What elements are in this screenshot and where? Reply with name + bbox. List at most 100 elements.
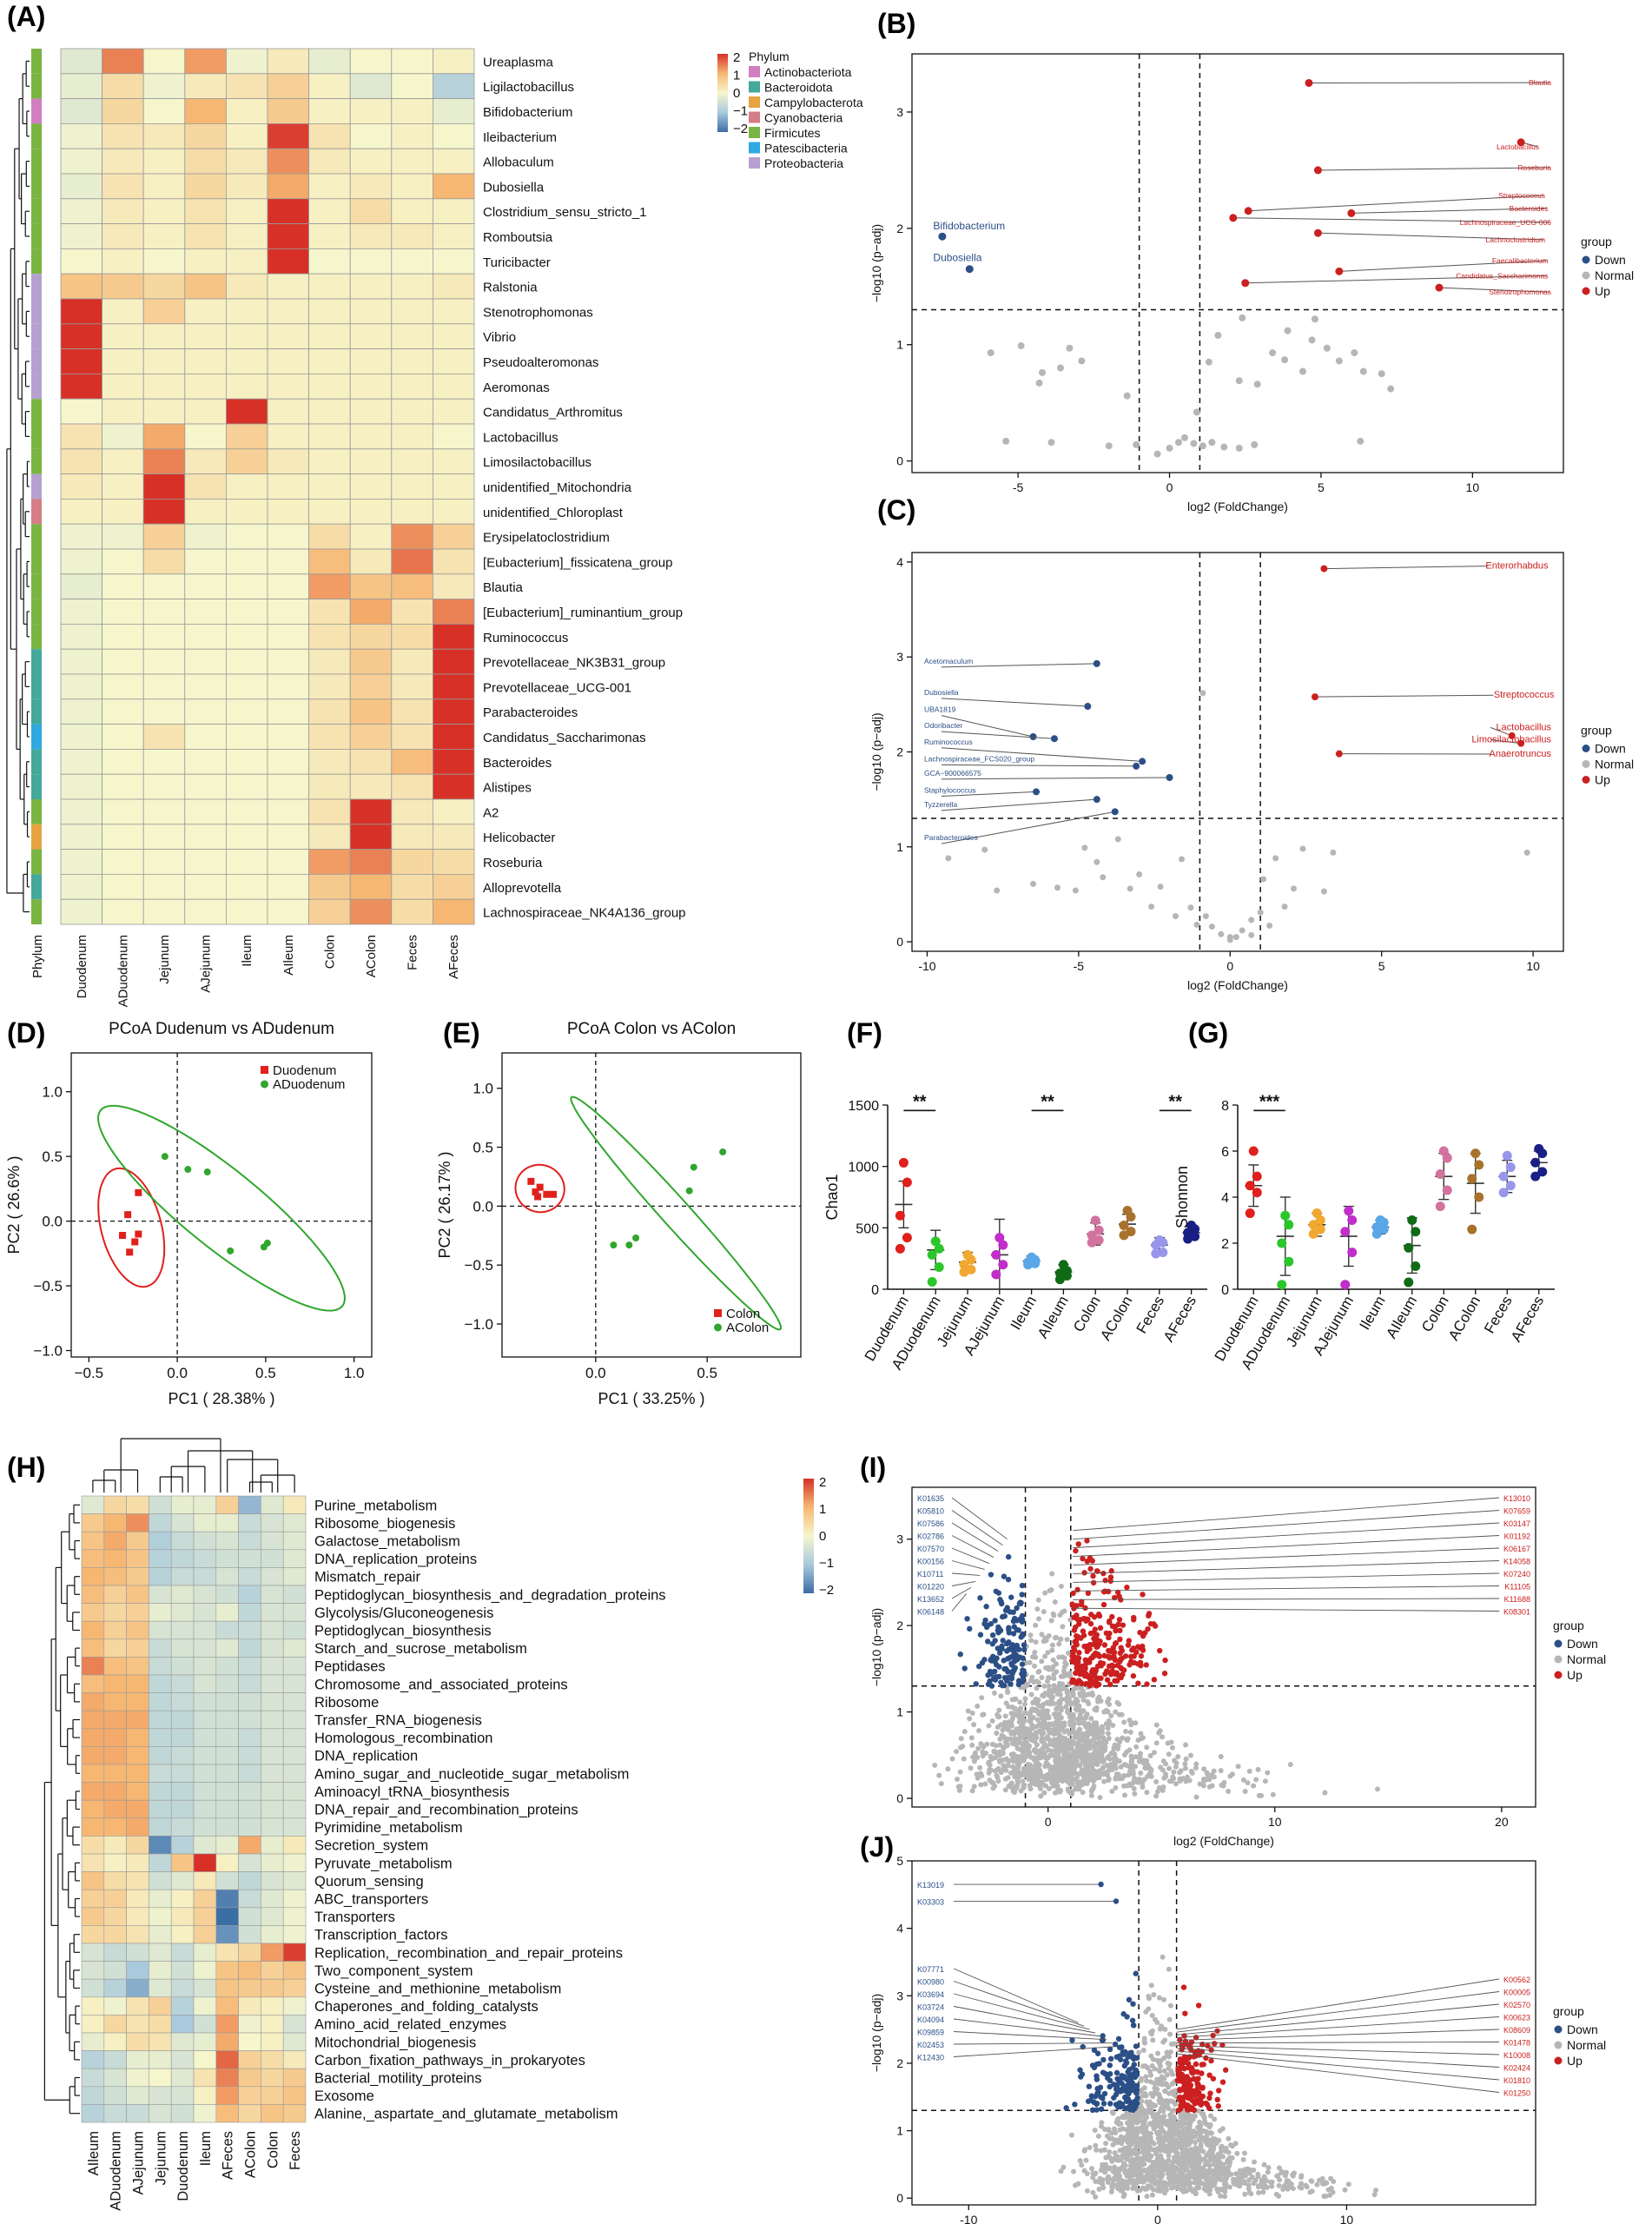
heatmap-cell (215, 2104, 239, 2123)
normal-point (1049, 1571, 1055, 1577)
heatmap-cell (81, 1674, 105, 1693)
normal-point (1159, 2126, 1165, 2132)
normal-point (1131, 1785, 1137, 1791)
heatmap-cell (60, 599, 102, 625)
down-point (1008, 1675, 1015, 1682)
heatmap-cell (126, 1549, 149, 1568)
heatmap-cell (102, 898, 144, 925)
normal-point (1099, 1751, 1105, 1757)
down-label-leader (941, 764, 1137, 767)
row-label: Candidatus_Saccharimonas (483, 731, 646, 745)
up-point (1162, 1657, 1168, 1664)
up-point (1105, 1653, 1111, 1659)
normal-point (1134, 2140, 1140, 2146)
normal-point (1025, 1771, 1031, 1777)
normal-point (1052, 1598, 1058, 1605)
down-point-label: K13652 (917, 1595, 944, 1604)
x-tick-label: Feces (1133, 1294, 1168, 1337)
normal-point (1003, 1767, 1009, 1773)
sample-point (527, 1177, 535, 1185)
normal-point (1133, 2134, 1140, 2140)
heatmap-cell (225, 874, 268, 900)
heatmap-cell (81, 1978, 105, 1998)
sample-point (203, 1168, 211, 1176)
normal-point (1159, 2074, 1165, 2080)
heatmap-cell (142, 248, 186, 275)
heatmap-cell (184, 273, 227, 300)
heatmap-cell (391, 749, 433, 775)
heatmap-cell (349, 599, 393, 625)
normal-point (1235, 1764, 1241, 1770)
heatmap-cell (102, 724, 144, 750)
normal-point (1026, 1734, 1032, 1740)
normal-point (1159, 2023, 1165, 2029)
heatmap-cell (225, 798, 268, 825)
normal-point (1038, 1774, 1044, 1780)
up-label-leader (1245, 275, 1547, 284)
normal-point (1153, 450, 1161, 458)
down-point (1004, 1678, 1010, 1684)
normal-point (1152, 2081, 1158, 2087)
up-point (1140, 1632, 1146, 1639)
normal-point (1242, 2150, 1248, 2156)
y-tick-label: 2 (896, 2056, 903, 2070)
heatmap-cell (170, 1907, 195, 1926)
heatmap-cell (215, 1692, 239, 1711)
normal-point (1074, 1741, 1080, 1747)
up-point-label: K11688 (1504, 1595, 1530, 1604)
phylum-strip-cell (31, 674, 42, 699)
heatmap-cell (349, 448, 393, 474)
heatmap-cell (349, 373, 393, 400)
row-label: Roseburia (483, 856, 543, 870)
normal-point (1138, 1751, 1144, 1757)
normal-point (1014, 1780, 1021, 1786)
heatmap-cell (391, 898, 433, 925)
heatmap-cell (184, 548, 227, 575)
up-point-label: Candidatus_Saccharimonas (1456, 271, 1548, 280)
normal-point (1168, 2049, 1174, 2055)
heatmap-cell (238, 2104, 261, 2123)
normal-point (1162, 1761, 1168, 1767)
down-point (1020, 1667, 1026, 1673)
phylum-strip-cell (31, 524, 42, 549)
normal-point (1120, 1735, 1126, 1741)
heatmap-cell (103, 1728, 127, 1747)
heatmap-cell (308, 724, 351, 750)
heatmap-cell (142, 499, 186, 525)
normal-point (1110, 2141, 1116, 2148)
normal-point (1121, 2161, 1127, 2167)
normal-point (1143, 2136, 1149, 2142)
sample-point (934, 1262, 944, 1273)
column-label: Colon (322, 935, 337, 969)
heatmap-cell (142, 849, 186, 875)
normal-point (1004, 1688, 1010, 1694)
normal-point (1106, 1736, 1112, 1742)
heatmap-cell (149, 1549, 172, 1568)
normal-point (977, 1764, 983, 1771)
heatmap-cell (308, 148, 351, 175)
heatmap-cell (432, 599, 475, 625)
normal-point (1045, 1708, 1051, 1714)
heatmap-cell (103, 1799, 127, 1819)
normal-point (1060, 1778, 1066, 1784)
normal-point (1027, 1750, 1033, 1756)
up-point (1180, 1984, 1187, 1990)
sample-point (998, 1260, 1008, 1270)
normal-point (1061, 1608, 1067, 1614)
up-point (1102, 1577, 1108, 1584)
heatmap-cell (102, 448, 144, 474)
normal-point (1112, 1751, 1118, 1757)
x-tick-label: 0.5 (255, 1365, 276, 1381)
normal-point (1043, 1759, 1049, 1765)
column-label: AColon (364, 935, 379, 977)
normal-point (975, 1775, 981, 1781)
heatmap-cell (261, 1853, 284, 1872)
normal-point (975, 1703, 981, 1709)
heatmap-cell (261, 1943, 284, 1962)
phylum-strip-cell (31, 73, 42, 99)
heatmap-cell (238, 1728, 261, 1747)
heatmap-cell (282, 1746, 307, 1765)
normal-point (1041, 1730, 1047, 1736)
normal-point (1068, 2132, 1074, 2138)
normal-point (1054, 1741, 1060, 1747)
